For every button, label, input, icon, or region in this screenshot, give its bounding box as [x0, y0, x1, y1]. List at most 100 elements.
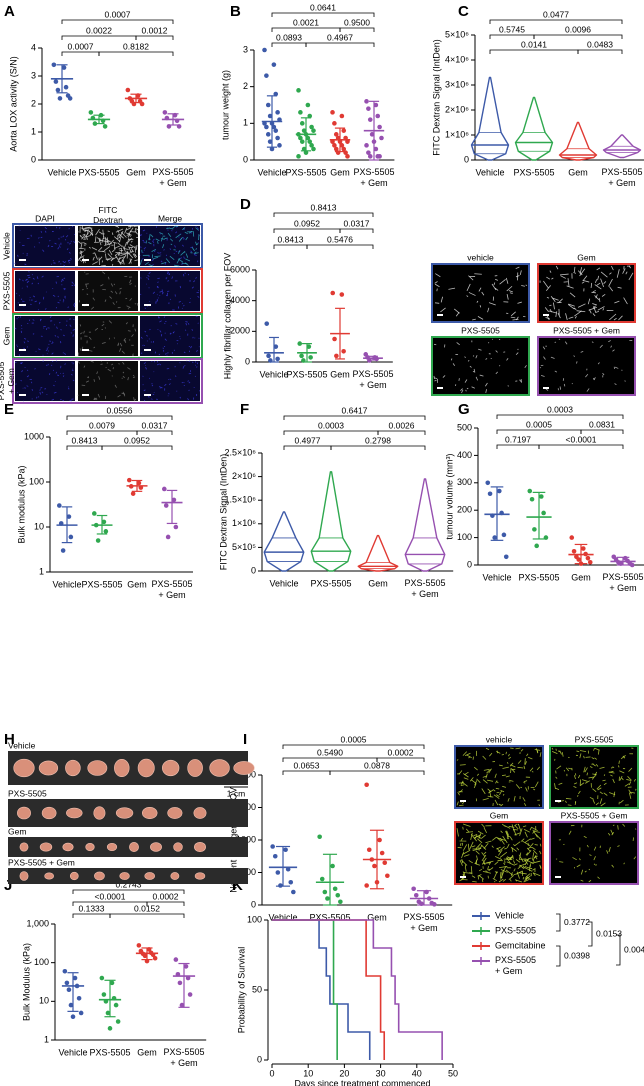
image-texture [497, 837, 506, 841]
image-texture [111, 263, 114, 267]
image-texture [592, 799, 596, 804]
image-texture [592, 313, 596, 317]
image-texture [506, 843, 510, 848]
image-texture [482, 775, 488, 778]
comparison-bracket [329, 770, 425, 775]
data-point [364, 99, 369, 104]
data-point [379, 850, 385, 856]
image-texture [585, 373, 589, 378]
image-texture [515, 784, 521, 789]
y-tick-label: 6000 [230, 264, 250, 274]
image-texture [164, 338, 167, 341]
category-label: Gem [137, 1047, 157, 1057]
image-texture [599, 798, 603, 804]
image-texture [540, 374, 545, 377]
image-texture [462, 849, 471, 855]
collagen-image [549, 821, 639, 885]
image-texture [115, 251, 123, 255]
image-texture [493, 789, 496, 792]
data-point [177, 980, 183, 986]
category-label: PXS-5505 + Gem [353, 167, 394, 188]
scale-bar [82, 349, 89, 351]
survival-curve [272, 919, 371, 1060]
p-value: 0.0952 [294, 218, 320, 228]
image-texture [37, 282, 39, 285]
data-point [273, 344, 279, 349]
image-texture [494, 773, 497, 779]
image-texture [599, 766, 605, 769]
image-texture [85, 229, 91, 232]
image-texture [512, 828, 518, 831]
y-tick-label: 2×10⁶ [445, 104, 469, 114]
image-texture [17, 254, 19, 257]
panel-label: J [4, 877, 12, 894]
image-texture [116, 236, 121, 240]
image-texture [77, 240, 82, 245]
image-texture [499, 790, 503, 796]
image-texture [160, 238, 165, 240]
image-texture [531, 827, 538, 832]
image-texture [148, 338, 150, 340]
image-texture [549, 270, 552, 273]
image-texture [496, 750, 501, 754]
image-texture [525, 284, 528, 286]
data-point [53, 79, 59, 84]
comparison-bracket [72, 889, 185, 894]
image-texture [33, 246, 36, 248]
image-texture [564, 341, 568, 345]
image-texture [499, 851, 508, 858]
data-point [125, 87, 131, 93]
image-texture [500, 803, 504, 807]
data-point [185, 975, 191, 981]
image-texture [31, 282, 34, 285]
image-texture [134, 328, 137, 332]
image-texture [157, 277, 160, 280]
image-texture [595, 279, 598, 284]
image-texture [558, 298, 563, 304]
image-texture [195, 241, 197, 245]
collagen-image [431, 263, 530, 323]
image-texture [597, 876, 600, 880]
data-point [136, 943, 142, 948]
image-texture [496, 846, 501, 850]
p-value: 0.5490 [317, 747, 343, 757]
image-texture [507, 797, 510, 802]
image-texture [612, 824, 615, 826]
image-texture [456, 342, 460, 346]
tumour [65, 759, 81, 777]
image-texture [168, 272, 171, 276]
image-texture [90, 229, 94, 236]
data-point [377, 837, 382, 843]
data-point [332, 121, 337, 126]
image-texture [472, 318, 476, 321]
image-texture [23, 347, 26, 350]
image-texture [117, 251, 121, 256]
image-texture [182, 366, 185, 369]
image-texture [525, 787, 528, 792]
image-texture [53, 391, 57, 394]
annotation-bracket [588, 921, 593, 947]
p-value: 0.0022 [86, 25, 112, 35]
image-texture [470, 866, 473, 875]
image-texture [506, 294, 509, 300]
image-texture [515, 879, 523, 883]
image-texture [101, 323, 105, 327]
data-point [364, 782, 369, 788]
image-texture [51, 342, 53, 344]
image-texture [515, 275, 520, 278]
image-texture [93, 379, 95, 382]
image-texture [68, 251, 71, 254]
image-texture [152, 291, 156, 294]
category-label: PXS-5505 [310, 578, 351, 588]
image-texture [115, 228, 124, 233]
p-value: 0.0141 [521, 39, 547, 49]
image-texture [165, 277, 168, 279]
p-value: 0.0012 [142, 25, 168, 35]
image-texture [129, 244, 136, 249]
image-texture [197, 322, 199, 324]
y-tick-label: 0 [251, 565, 256, 575]
image-texture [109, 296, 112, 299]
data-point [275, 110, 280, 115]
image-texture [515, 266, 520, 270]
comparison-bracket [489, 49, 579, 54]
